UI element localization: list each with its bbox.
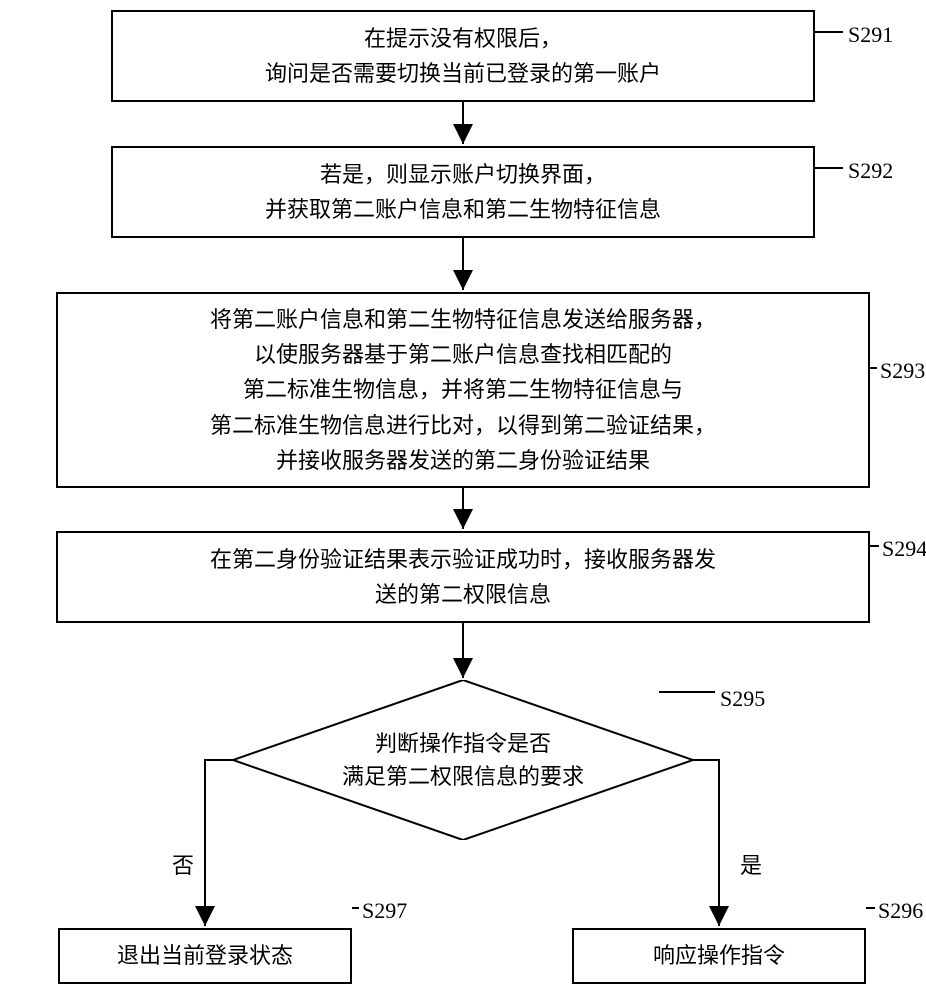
flow-step-s294: 在第二身份验证结果表示验证成功时，接收服务器发 送的第二权限信息 [56, 531, 870, 623]
step-label-s295: S295 [720, 686, 765, 712]
flow-step-s293: 将第二账户信息和第二生物特征信息发送给服务器， 以使服务器基于第二账户信息查找相… [56, 292, 870, 488]
step-label-s296: S296 [878, 898, 923, 924]
step-label-s291: S291 [848, 22, 893, 48]
flow-decision-s295: 判断操作指令是否 满足第二权限信息的要求 [233, 680, 693, 840]
text-line: 第二标准生物信息，并将第二生物特征信息与 [243, 377, 683, 402]
step-label-s292: S292 [848, 158, 893, 184]
text-line: 并获取第二账户信息和第二生物特征信息 [265, 197, 661, 222]
text-line: 第二标准生物信息进行比对，以得到第二验证结果， [210, 413, 716, 438]
step-label-s294: S294 [882, 536, 926, 562]
flow-step-s292: 若是，则显示账户切换界面， 并获取第二账户信息和第二生物特征信息 [111, 146, 815, 238]
text-line: 满足第二权限信息的要求 [342, 764, 584, 789]
text-line: 将第二账户信息和第二生物特征信息发送给服务器， [210, 307, 716, 332]
step-label-s297: S297 [362, 898, 407, 924]
flow-step-s296: 响应操作指令 [572, 928, 866, 984]
text-line: 在第二身份验证结果表示验证成功时，接收服务器发 [210, 547, 716, 572]
flow-step-s297: 退出当前登录状态 [58, 928, 352, 984]
text-line: 判断操作指令是否 [375, 731, 551, 756]
text-line: 若是，则显示账户切换界面， [320, 162, 606, 187]
flow-step-s291: 在提示没有权限后， 询问是否需要切换当前已登录的第一账户 [111, 10, 815, 102]
text-line: 送的第二权限信息 [375, 582, 551, 607]
branch-label-no: 否 [172, 848, 194, 880]
text-line: 以使服务器基于第二账户信息查找相匹配的 [254, 342, 672, 367]
step-label-s293: S293 [880, 358, 925, 384]
text-line: 询问是否需要切换当前已登录的第一账户 [265, 61, 661, 86]
text-line: 响应操作指令 [653, 938, 785, 973]
text-line: 退出当前登录状态 [117, 938, 293, 973]
text-line: 并接收服务器发送的第二身份验证结果 [276, 448, 650, 473]
branch-label-yes: 是 [740, 848, 762, 880]
text-line: 在提示没有权限后， [364, 26, 562, 51]
